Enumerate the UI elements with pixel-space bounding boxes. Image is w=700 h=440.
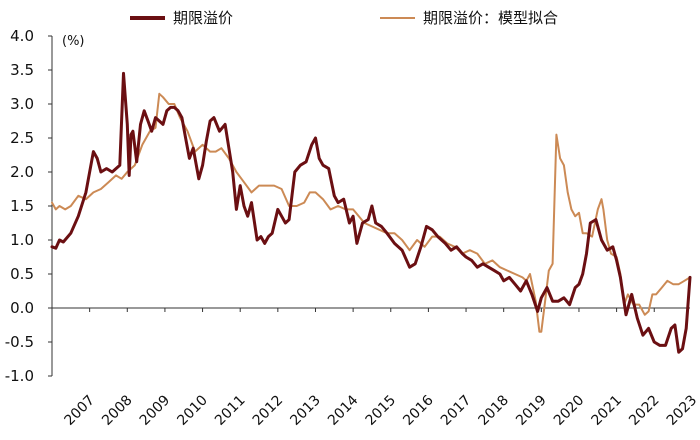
y-tick-label: 0.5: [10, 265, 34, 283]
x-tick-label: 2008: [99, 392, 136, 429]
y-tick-label: 3.0: [10, 95, 34, 113]
y-tick-label: 1.5: [10, 197, 34, 215]
x-tick-label: 2020: [551, 392, 588, 429]
x-tick-label: 2007: [62, 392, 99, 429]
legend: 期限溢价 期限溢价：模型拟合: [130, 9, 558, 27]
y-tick-label: 2.5: [10, 129, 34, 147]
x-tick-label: 2017: [438, 392, 475, 429]
y-tick-label: 1.0: [10, 231, 34, 249]
y-tick-label: 2.0: [10, 163, 34, 181]
x-tick-label: 2018: [476, 392, 513, 429]
y-tick-label: -1.0: [5, 367, 34, 385]
x-tick-label: 2022: [626, 392, 663, 429]
x-tick-label: 2021: [588, 392, 625, 429]
y-tick-label: 0.0: [10, 299, 34, 317]
x-tick-label: 2015: [363, 392, 400, 429]
x-tick-label: 2019: [513, 392, 550, 429]
y-tick-label: 3.5: [10, 61, 34, 79]
x-tick-label: 2011: [212, 392, 249, 429]
x-tick-label: 2023: [664, 392, 700, 429]
series-line-term-premium: [50, 71, 692, 354]
legend-label-model-fit: 期限溢价：模型拟合: [423, 9, 558, 27]
x-tick-label: 2009: [137, 392, 174, 429]
y-tick-label: 4.0: [10, 27, 34, 45]
series-layer: [50, 71, 692, 354]
x-tick-label: 2010: [174, 392, 211, 429]
x-tick-label: 2013: [287, 392, 324, 429]
x-tick-label: 2014: [325, 392, 362, 429]
y-unit-label: (%): [62, 34, 85, 49]
x-tick-label: 2016: [400, 392, 437, 429]
y-axis: 4.0 3.5 3.0 2.5 2.0 1.5 1.0 0.5 0.0 -0.5 -1.0: [5, 27, 53, 385]
x-axis: 2007 2008 2009 2010 2011 2012 2013 2014 2015 2016…: [51, 307, 700, 429]
y-tick-label: -0.5: [5, 333, 34, 351]
legend-label-term-premium: 期限溢价: [173, 9, 233, 27]
x-tick-label: 2012: [250, 392, 287, 429]
series-line-model-fit: [51, 92, 691, 333]
